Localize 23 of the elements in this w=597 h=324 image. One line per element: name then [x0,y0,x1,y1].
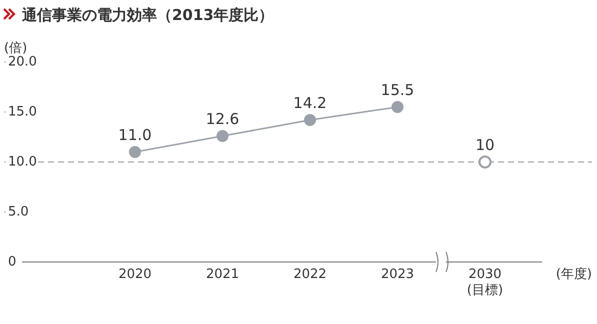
y-tick-label: 15.0 [8,104,37,120]
x-tick-label: 2020 [118,267,152,282]
y-tick-label: 5.0 [8,204,29,220]
x-tick-label: 2030 (目標) [466,267,504,298]
x-axis-title: (年度) [556,266,592,282]
point [478,156,492,168]
x-tick-label: 2023 [380,267,414,282]
x-tick-label: 2022 [293,267,327,282]
y-tick-label: 0 [8,254,16,270]
y-tick-label: 10.0 [8,154,37,170]
data-label: 14.2 [293,94,327,112]
y-tick-label: 20.0 [8,54,37,70]
data-label: 15.5 [380,81,414,99]
data-label: 11.0 [118,126,152,144]
chart-title: 通信事業の電力効率（2013年度比） [21,6,274,24]
data-label: 10 [475,136,495,154]
data-label: 12.6 [206,110,240,128]
y-axis-title: (倍) [4,41,28,56]
point [129,146,141,158]
point [304,114,316,126]
x-tick-label: 2021 [206,267,240,282]
point [392,101,404,113]
point [216,130,228,142]
